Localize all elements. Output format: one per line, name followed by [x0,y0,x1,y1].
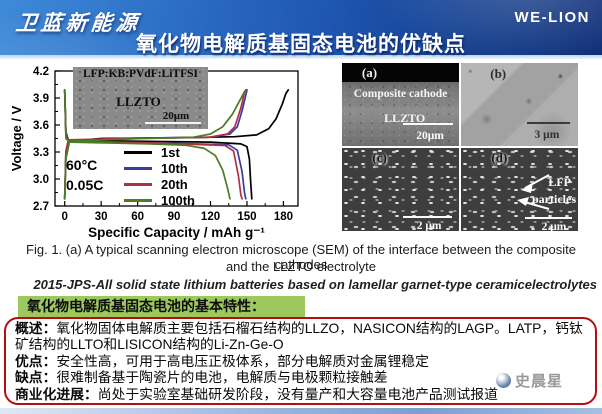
svg-text:30: 30 [95,211,108,223]
sem-figure: (a) Composite cathode LLZTO 20μm (b) 3 μ… [342,63,578,231]
panel-a-cathode-label: Composite cathode [353,87,448,100]
voltage-capacity-chart: 0 30 60 90 120 150 180 2.7 3.0 3.3 3.6 3.9 4.2 Voltag… [8,60,304,240]
svg-text:Voltage / V: Voltage / V [9,105,24,171]
test-conditions: 60°C 0.05C [66,155,103,195]
legend-line-100th [124,198,152,202]
panel-c-id: (c) [372,150,387,165]
panel-b-scalebar [526,122,570,124]
panel-a-llzto-label: LLZTO [384,111,426,126]
svg-text:180: 180 [274,211,293,223]
svg-text:3.6: 3.6 [33,120,49,132]
svg-text:2.7: 2.7 [33,201,49,213]
sem-panel-c: (c) 2 μm [342,148,459,231]
legend-row-20th: 20th [124,176,195,192]
brand-name: WE-LION [514,9,590,26]
source-reference: 2015-JPS-All solid state lithium batteri… [33,277,597,292]
panel-d-particles-label: particles [532,191,576,206]
watermark-text: 史晨星 [515,373,564,390]
panel-a-scalebar [402,123,454,125]
chart-legend: 1st 10th 20th 100th [124,144,195,208]
svg-text:150: 150 [237,211,256,223]
figure-caption-line2: and the LLZTO electrolyte [225,259,377,274]
lfp-arrows-icon [517,174,550,210]
sem-panel-d: (d) LFP particles 2 μm [461,148,578,231]
sem-panel-b: (b) 3 μm [461,63,578,146]
svg-text:90: 90 [168,211,181,223]
inset-scalebar-label: 20μm [162,110,190,122]
legend-row-100th: 100th [124,192,195,208]
legend-line-20th [124,182,152,186]
panel-d-scalebar-label: 2 μm [541,221,567,231]
legend-row-1st: 1st [124,144,195,160]
panel-b-scalebar-label: 3 μm [534,129,560,141]
svg-text:120: 120 [201,211,220,223]
inset-scalebar [144,122,202,124]
feature-advantages: 优点：安全性高，可用于高电压正极体系，部分电解质对金属锂稳定 [15,353,429,369]
panel-d-scalebar [525,217,573,219]
panel-a-id: (a) [361,65,378,80]
panel-d-lfp-label: LFP [548,175,571,190]
legend-line-10th [124,166,152,170]
footer-bar [0,408,602,414]
panel-c-scalebar [402,216,452,218]
svg-text:3.3: 3.3 [33,147,49,159]
header-banner-strip [0,55,602,59]
svg-text:4.2: 4.2 [33,66,49,78]
panel-d-id: (d) [491,150,508,165]
inset-label-composition: LFP:KB:PVdF:LiTFSI [82,68,198,80]
chart-inset-sem-image: LFP:KB:PVdF:LiTFSI LLZTO 20μm [73,67,208,129]
sem-panel-a: (a) Composite cathode LLZTO 20μm [342,63,459,146]
panel-c-scalebar-label: 2 μm [416,220,442,231]
watermark-logo-icon [496,373,511,388]
header-banner [0,0,602,55]
svg-text:60: 60 [131,211,144,223]
svg-text:3.0: 3.0 [33,174,49,186]
feature-commercialization: 商业化进展：尚处于实验室基础研发阶段，没有量产和大容量电池产品测试报道 [15,386,498,402]
svg-text:0: 0 [62,211,68,223]
sem-panel-a-dark-band [342,63,459,83]
legend-line-1st [124,150,152,154]
features-box: 概述：氧化物固体电解质主要包括石榴石结构的LLZO，NASICON结构的LAGP… [4,317,597,405]
page-title: 氧化物电解质基固态电池的优缺点 [136,33,466,56]
figure-caption-line1: Fig. 1. (a) A typical scanning electron … [26,242,576,272]
panel-b-id: (b) [490,66,507,81]
svg-text:Specific Capacity / mAh g⁻¹: Specific Capacity / mAh g⁻¹ [88,225,265,240]
panel-a-scalebar-label: 20μm [416,130,444,142]
svg-text:3.9: 3.9 [33,93,49,105]
watermark: 史晨星 [496,370,563,391]
condition-temperature: 60°C [66,157,98,173]
legend-row-10th: 10th [124,160,195,176]
feature-disadvantages: 缺点：很难制备基于陶瓷片的电池，电解质与电极颗粒接触差 [15,370,388,386]
inset-label-llzto: LLZTO [116,94,161,110]
features-heading: 氧化物电解质基固态电池的基本特性： [18,296,305,317]
condition-rate: 0.05C [66,177,104,193]
feature-overview: 概述：氧化物固体电解质主要包括石榴石结构的LLZO，NASICON结构的LAGP… [15,321,583,353]
